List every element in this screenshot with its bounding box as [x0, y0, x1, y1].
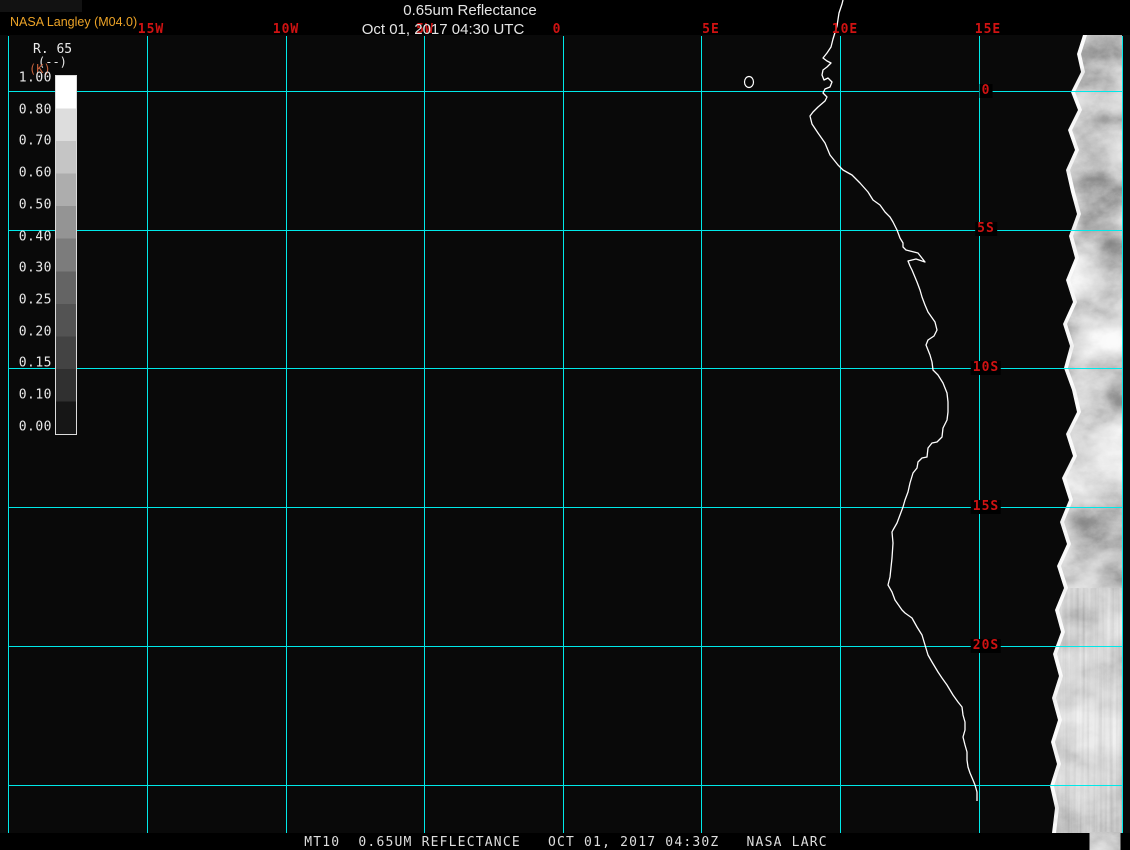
colorbar-tick-label: 0.80 [18, 102, 52, 118]
longitude-label: 0 [552, 22, 562, 37]
coastline [809, 0, 978, 801]
gridline-horizontal [8, 229, 1122, 231]
gridline-vertical [424, 36, 425, 833]
colorbar-tick-label: 0.50 [18, 197, 52, 213]
gridline-vertical [8, 36, 9, 833]
brand-text: NASA Langley (M04.0) [10, 15, 138, 29]
latitude-label: 5S [975, 221, 997, 236]
latitude-label: 15S [970, 499, 1002, 514]
gridline-horizontal [8, 91, 1122, 92]
colorbar-tick-label: 0.30 [18, 260, 52, 276]
colorbar-tick-label: 0.10 [18, 387, 52, 403]
gridline-horizontal [8, 645, 1122, 647]
gridline-horizontal [8, 506, 1122, 508]
colorbar-tick-label: 0.25 [18, 292, 52, 308]
longitude-label: 15E [974, 22, 1002, 37]
colorbar-tick-label: 0.40 [18, 229, 52, 244]
longitude-label: 10E [831, 22, 859, 37]
colorbar-units-k: (K) [29, 62, 51, 76]
longitude-label: 5E [702, 22, 720, 37]
swath-footer-spill [1094, 833, 1116, 849]
colorbar-title: R. 65 [33, 42, 73, 57]
colorbar-tick-label: 1.00 [18, 70, 52, 86]
colorbar-tick-label: 0.15 [18, 355, 52, 371]
cloud-texture [1054, 35, 1122, 833]
top-left-artifact-strip [0, 0, 82, 12]
latitude-label: 0 [979, 83, 993, 98]
latitude-label: 20S [970, 638, 1002, 653]
longitude-label: 5W [416, 22, 434, 37]
footer-caption: MT10 0.65UM REFLECTANCE OCT 01, 2017 04:… [304, 835, 828, 850]
colorbar-units-dashes: (--) [38, 55, 67, 69]
gridline-horizontal [8, 368, 1122, 369]
gridline-vertical [562, 36, 564, 833]
gridline-horizontal [8, 784, 1122, 786]
longitude-label: 10W [272, 22, 300, 37]
gridline-vertical [285, 36, 287, 833]
island-outline [743, 75, 755, 89]
gridline-vertical [147, 36, 148, 833]
gridline-vertical [840, 36, 841, 833]
colorbar-tick-label: 0.70 [18, 133, 52, 149]
colorbar-tick-label: 0.60 [18, 165, 52, 181]
colorbar-tick-label: 0.20 [18, 324, 52, 340]
gridline-vertical [1122, 36, 1123, 833]
product-title: 0.65um Reflectance [403, 2, 537, 19]
longitude-label: 15W [137, 22, 165, 37]
gridline-vertical [979, 36, 980, 833]
colorbar-gradient [55, 75, 77, 435]
product-subtitle: Oct 01, 2017 04:30 UTC [361, 21, 525, 38]
latitude-label: 10S [970, 360, 1002, 375]
map-background [0, 35, 1130, 833]
gridline-vertical [701, 36, 702, 833]
colorbar-tick-label: 0.00 [18, 419, 52, 435]
